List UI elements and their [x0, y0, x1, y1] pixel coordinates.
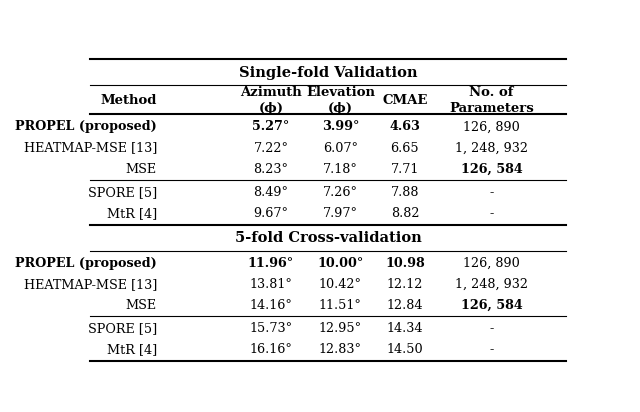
Text: MtR [4]: MtR [4]	[107, 207, 157, 220]
Text: -: -	[490, 322, 494, 335]
Text: 7.88: 7.88	[390, 186, 419, 199]
Text: MSE: MSE	[125, 299, 157, 312]
Text: Method: Method	[100, 94, 157, 107]
Text: HEATMAP-MSE [13]: HEATMAP-MSE [13]	[24, 142, 157, 154]
Text: 7.18°: 7.18°	[323, 163, 358, 176]
Text: 6.07°: 6.07°	[323, 142, 358, 154]
Text: PROPEL (proposed): PROPEL (proposed)	[15, 257, 157, 270]
Text: 14.50: 14.50	[387, 344, 423, 356]
Text: 10.00°: 10.00°	[317, 257, 364, 270]
Text: MtR [4]: MtR [4]	[107, 344, 157, 356]
Text: 5-fold Cross-validation: 5-fold Cross-validation	[235, 231, 421, 245]
Text: 126, 890: 126, 890	[463, 120, 520, 133]
Text: 8.49°: 8.49°	[253, 186, 289, 199]
Text: Elevation
(ϕ): Elevation (ϕ)	[306, 86, 375, 115]
Text: -: -	[490, 186, 494, 199]
Text: 8.82: 8.82	[390, 207, 419, 220]
Text: 12.84: 12.84	[387, 299, 423, 312]
Text: 5.27°: 5.27°	[252, 120, 289, 133]
Text: 6.65: 6.65	[390, 142, 419, 154]
Text: Azimuth
(ϕ): Azimuth (ϕ)	[240, 86, 302, 115]
Text: 126, 584: 126, 584	[461, 299, 522, 312]
Text: 4.63: 4.63	[390, 120, 420, 133]
Text: 7.22°: 7.22°	[253, 142, 289, 154]
Text: 13.81°: 13.81°	[250, 278, 292, 291]
Text: 1, 248, 932: 1, 248, 932	[455, 142, 528, 154]
Text: 8.23°: 8.23°	[253, 163, 289, 176]
Text: 7.71: 7.71	[390, 163, 419, 176]
Text: 14.34: 14.34	[387, 322, 423, 335]
Text: Single-fold Validation: Single-fold Validation	[239, 66, 417, 80]
Text: 7.26°: 7.26°	[323, 186, 358, 199]
Text: CMAE: CMAE	[382, 94, 428, 107]
Text: No. of
Parameters: No. of Parameters	[449, 86, 534, 115]
Text: -: -	[490, 344, 494, 356]
Text: HEATMAP-MSE [13]: HEATMAP-MSE [13]	[24, 278, 157, 291]
Text: 12.95°: 12.95°	[319, 322, 362, 335]
Text: 1, 248, 932: 1, 248, 932	[455, 278, 528, 291]
Text: SPORE [5]: SPORE [5]	[88, 186, 157, 199]
Text: -: -	[490, 207, 494, 220]
Text: 10.98: 10.98	[385, 257, 425, 270]
Text: 14.16°: 14.16°	[250, 299, 292, 312]
Text: 16.16°: 16.16°	[250, 344, 292, 356]
Text: SPORE [5]: SPORE [5]	[88, 322, 157, 335]
Text: 7.97°: 7.97°	[323, 207, 358, 220]
Text: 11.51°: 11.51°	[319, 299, 362, 312]
Text: MSE: MSE	[125, 163, 157, 176]
Text: 126, 584: 126, 584	[461, 163, 522, 176]
Text: 15.73°: 15.73°	[250, 322, 292, 335]
Text: 3.99°: 3.99°	[322, 120, 359, 133]
Text: 11.96°: 11.96°	[248, 257, 294, 270]
Text: 10.42°: 10.42°	[319, 278, 362, 291]
Text: 126, 890: 126, 890	[463, 257, 520, 270]
Text: 9.67°: 9.67°	[253, 207, 289, 220]
Text: PROPEL (proposed): PROPEL (proposed)	[15, 120, 157, 133]
Text: 12.12: 12.12	[387, 278, 423, 291]
Text: 12.83°: 12.83°	[319, 344, 362, 356]
